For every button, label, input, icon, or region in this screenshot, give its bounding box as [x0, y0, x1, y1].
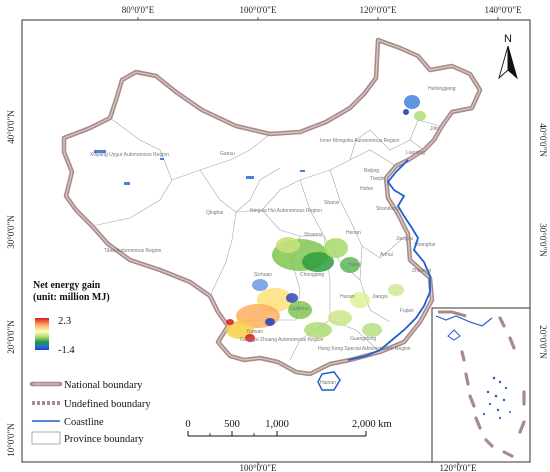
- label-hongkong: Hong Kong Special Administrative Region: [318, 346, 411, 352]
- top-coordinates: 80°0'0"E 100°0'0"E 120°0'0"E 140°0'0"E: [122, 5, 522, 20]
- coord-bottom-120e: 120°0'0"E: [440, 463, 477, 472]
- label-jiangxi: Jiangxi: [372, 294, 388, 300]
- coord-left-40n: 40°0'0"N: [6, 110, 16, 144]
- scale-label-500: 500: [224, 419, 240, 430]
- label-fujian: Fujian: [400, 308, 414, 314]
- legend-national-label: National boundary: [64, 380, 143, 391]
- label-yunnan: Yunnan: [246, 329, 263, 335]
- coord-left-30n: 30°0'0"N: [6, 215, 16, 249]
- label-henan: Henan: [346, 230, 361, 236]
- label-xinjiang: Xinjiang Uygur Autonomous Region: [90, 152, 169, 158]
- colorbar-legend: Net energy gain (unit: million MJ) 2.3 -…: [33, 280, 110, 356]
- label-shandong: Shandong: [376, 206, 399, 212]
- label-hubei: Hubei: [348, 262, 361, 268]
- label-anhui: Anhui: [380, 252, 393, 258]
- label-guangdong: Guangdong: [350, 336, 376, 342]
- label-shanghai: Shanghai: [414, 242, 435, 248]
- colorbar-min: -1.4: [58, 345, 75, 356]
- label-gansu: Gansu: [220, 151, 235, 157]
- label-zhejiang: Zhejiang: [412, 268, 431, 274]
- coord-bottom-100e: 100°0'0"E: [240, 463, 277, 472]
- scale-label-1000: 1,000: [265, 419, 289, 430]
- coord-top-80e: 80°0'0"E: [122, 5, 155, 15]
- coord-right-40n: 40°0'0"N: [538, 123, 548, 157]
- right-coordinates: 40°0'0"N 30°0'0"N 20°0'0"N: [538, 123, 548, 359]
- label-guangxi: Guangxi Zhuang Autonomous Region: [240, 337, 324, 343]
- label-guizhou: Guizhou: [290, 306, 309, 312]
- label-chongqing: Chongqing: [300, 272, 324, 278]
- label-qinghai: Qinghai: [206, 210, 223, 216]
- coord-top-100e: 100°0'0"E: [240, 5, 277, 15]
- north-label: N: [504, 33, 512, 45]
- national-boundary-inner: [63, 39, 481, 375]
- coastline: [347, 159, 431, 361]
- province-labels: Xinjiang Uygur Autonomous Region Tibet A…: [90, 86, 456, 386]
- colorbar-ramp: [35, 318, 49, 350]
- colorbar-title-line2: (unit: million MJ): [33, 292, 110, 303]
- legend-coastline-label: Coastline: [64, 417, 104, 428]
- scale-bar: 0 500 1,000 2,000 km: [185, 419, 392, 437]
- symbol-legend: National boundary Undefined boundary Coa…: [29, 380, 151, 445]
- scale-label-2000: 2,000 km: [352, 419, 392, 430]
- scale-label-0: 0: [185, 419, 190, 430]
- label-hunan: Hunan: [340, 294, 355, 300]
- coord-top-120e: 120°0'0"E: [360, 5, 397, 15]
- left-coordinates: 40°0'0"N 30°0'0"N 20°0'0"N 10°0'0"N: [6, 110, 16, 457]
- label-beijing: Beijing: [364, 168, 379, 174]
- label-heilongjiang: Heilongjiang: [428, 86, 456, 92]
- label-jilin: Jilin: [430, 126, 439, 132]
- legend-undefined-label: Undefined boundary: [64, 399, 151, 410]
- legend-province-symbol: [31, 431, 61, 445]
- coord-left-20n: 20°0'0"N: [6, 320, 16, 354]
- coord-right-30n: 30°0'0"N: [538, 223, 548, 257]
- energy-raster: [94, 95, 426, 342]
- label-hainan: Hainan: [320, 380, 336, 386]
- bottom-coordinates: 100°0'0"E 120°0'0"E: [240, 462, 477, 472]
- label-inner-mongolia: Inner Mongolia Autonomous Region: [320, 138, 400, 144]
- north-arrow: N: [498, 33, 518, 80]
- label-tibet: Tibet Autonomous Region: [104, 248, 162, 254]
- label-sichuan: Sichuan: [254, 272, 272, 278]
- label-jiangsu: Jiangsu: [396, 236, 413, 242]
- colorbar-title-line1: Net energy gain: [33, 280, 101, 291]
- hainan-island: [317, 371, 341, 391]
- label-shaanxi: Shaanxi: [304, 232, 322, 238]
- legend-province-label: Province boundary: [64, 434, 144, 445]
- colorbar-max: 2.3: [58, 316, 71, 327]
- label-liaoning: Liaoning: [406, 150, 425, 156]
- label-ningxia: Ningxia Hui Autonomous Region: [250, 208, 322, 214]
- label-shanxi: Shanxi: [324, 200, 339, 206]
- coord-left-10n: 10°0'0"N: [6, 423, 16, 457]
- coord-top-140e: 140°0'0"E: [485, 5, 522, 15]
- south-china-sea-inset: [431, 307, 531, 463]
- label-tianjin: Tianjin: [370, 176, 385, 182]
- label-hebei: Hebei: [360, 186, 373, 192]
- coord-right-20n: 20°0'0"N: [538, 325, 548, 359]
